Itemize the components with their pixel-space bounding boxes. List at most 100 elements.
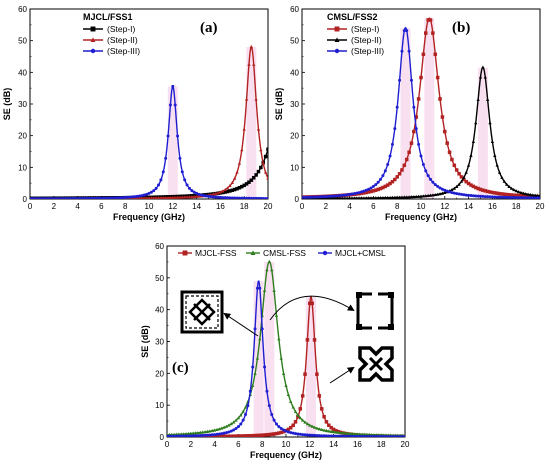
corner-block	[356, 292, 362, 298]
series-marker	[289, 431, 293, 435]
series-marker	[211, 195, 215, 199]
series-marker	[249, 44, 253, 49]
y-tick-label: 50	[290, 37, 299, 46]
x-tick-label: 20	[536, 202, 545, 211]
series-marker	[164, 156, 168, 160]
series-marker	[407, 150, 411, 155]
series-marker	[493, 195, 497, 199]
series-marker	[490, 195, 494, 199]
series-marker	[348, 431, 352, 436]
series-marker	[445, 141, 449, 145]
series-marker	[147, 196, 151, 199]
series-marker	[198, 434, 202, 437]
series-marker	[327, 434, 331, 437]
series-marker	[196, 431, 200, 435]
series-marker	[419, 194, 423, 198]
series-marker	[256, 169, 261, 174]
series-2	[30, 44, 268, 199]
series-marker	[213, 433, 217, 437]
series-marker	[254, 97, 258, 101]
peak-highlight	[167, 86, 178, 199]
series-marker	[175, 195, 180, 199]
series-marker	[196, 434, 200, 437]
series-marker	[251, 383, 255, 387]
x-tick-label: 6	[371, 202, 376, 211]
series-marker	[343, 193, 347, 197]
series-marker	[350, 432, 355, 436]
series-marker	[507, 195, 511, 199]
series-marker	[322, 434, 326, 437]
series-marker	[358, 434, 362, 437]
series-marker	[474, 121, 478, 125]
series-marker	[360, 434, 364, 437]
series-marker	[353, 432, 357, 436]
series-marker	[173, 195, 177, 199]
series-marker	[519, 190, 523, 195]
x-tick-label: 12	[305, 440, 314, 449]
series-marker	[194, 434, 198, 437]
series-marker	[409, 195, 414, 199]
series-marker	[229, 429, 233, 433]
series-marker	[241, 409, 245, 413]
series-marker	[412, 194, 416, 199]
series-marker	[424, 169, 428, 173]
series-marker	[161, 196, 165, 199]
series-marker	[402, 163, 407, 168]
series-marker	[416, 194, 421, 198]
series-marker	[35, 197, 39, 199]
series-marker	[187, 186, 191, 190]
x-tick-label: 0	[165, 440, 170, 449]
series-marker	[493, 153, 497, 157]
series-marker	[476, 194, 480, 198]
series-marker	[362, 432, 367, 436]
legend-swatch-marker	[334, 26, 340, 32]
series-marker	[336, 430, 341, 434]
series-marker	[329, 434, 333, 437]
series-marker	[216, 191, 220, 195]
series-marker	[49, 197, 53, 199]
series-marker	[438, 186, 442, 190]
series-marker	[509, 195, 513, 199]
series-marker	[175, 434, 179, 437]
series-marker	[182, 434, 186, 437]
x-tick-label: 16	[488, 202, 497, 211]
series-marker	[78, 196, 82, 199]
series-marker	[421, 52, 426, 57]
x-tick-label: 16	[216, 202, 225, 211]
series-marker	[486, 195, 490, 199]
series-marker	[313, 433, 317, 437]
series-marker	[201, 433, 205, 437]
series-marker	[462, 193, 466, 197]
series-marker	[498, 195, 502, 199]
series-marker	[210, 433, 214, 437]
series-marker	[436, 184, 440, 188]
x-tick-label: 16	[353, 440, 362, 449]
series-marker	[319, 195, 323, 199]
legend-entry: (Step-II)	[351, 35, 382, 45]
series-marker	[481, 194, 485, 198]
series-marker	[168, 103, 172, 107]
series-marker	[433, 192, 437, 197]
series-marker	[374, 435, 378, 437]
y-tick-label: 50	[18, 37, 27, 46]
series-marker	[317, 195, 321, 199]
series-marker	[270, 268, 274, 272]
series-marker	[284, 429, 288, 433]
series-marker	[307, 195, 311, 199]
series-marker	[450, 157, 454, 162]
series-marker	[367, 187, 371, 191]
series-marker	[265, 268, 269, 272]
series-marker	[260, 327, 264, 331]
series-marker	[259, 196, 263, 199]
series-marker	[263, 170, 268, 174]
series-marker	[502, 179, 506, 183]
series-marker	[252, 62, 256, 66]
series-marker	[452, 163, 457, 168]
series-marker	[270, 412, 274, 416]
series-marker	[331, 194, 335, 198]
series-marker	[419, 154, 423, 158]
x-axis-label: Frequency (GHz)	[385, 212, 457, 222]
ring-gap	[372, 325, 378, 331]
series-marker	[241, 418, 245, 422]
series-marker	[351, 434, 355, 437]
